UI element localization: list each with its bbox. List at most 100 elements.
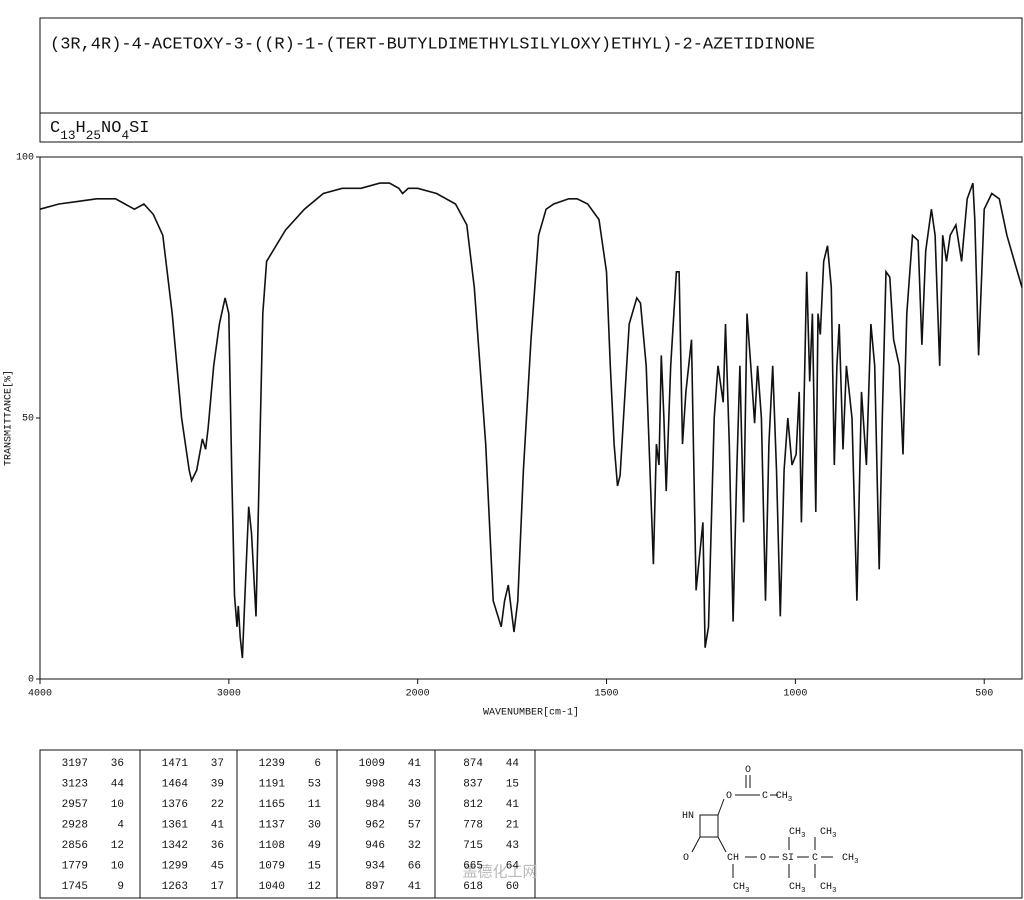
peak-transmittance: 11 [308, 799, 322, 811]
peak-wavenumber: 1108 [259, 840, 285, 852]
peak-transmittance: 57 [408, 819, 421, 831]
peak-wavenumber: 874 [463, 758, 483, 770]
peak-transmittance: 12 [111, 840, 124, 852]
structure-label: C [762, 791, 768, 802]
plot-frame [39, 156, 1023, 680]
structure-label: CH3 [733, 882, 750, 895]
peak-transmittance: 17 [211, 881, 224, 893]
peak-wavenumber: 1361 [162, 819, 189, 831]
table-box [39, 749, 1023, 899]
structure-label: CH3 [789, 882, 806, 895]
peak-wavenumber: 998 [365, 778, 385, 790]
peak-transmittance: 4 [117, 819, 124, 831]
peak-transmittance: 44 [506, 758, 520, 770]
structure-label: CH [727, 853, 739, 864]
peak-transmittance: 15 [506, 778, 519, 790]
peak-wavenumber: 984 [365, 799, 385, 811]
peak-transmittance: 32 [408, 840, 421, 852]
peak-wavenumber: 3197 [62, 758, 88, 770]
table-dividers [139, 750, 536, 898]
structure-label: CH3 [820, 827, 837, 840]
peak-transmittance: 36 [111, 758, 124, 770]
structure-label: O [726, 791, 732, 802]
peak-transmittance: 9 [117, 881, 124, 893]
peak-wavenumber: 934 [365, 860, 385, 872]
peak-transmittance: 49 [308, 840, 321, 852]
y-axis-label: TRANSMITTANCE[%] [3, 370, 15, 466]
x-tick-label: 500 [975, 689, 993, 700]
peak-transmittance: 41 [211, 819, 225, 831]
x-tick-label: 2000 [406, 689, 430, 700]
peak-transmittance: 45 [211, 860, 224, 872]
x-tick-label: 4000 [28, 689, 52, 700]
peak-transmittance: 36 [211, 840, 224, 852]
peak-transmittance: 10 [111, 799, 124, 811]
peak-wavenumber: 1009 [359, 758, 385, 770]
peak-transmittance: 30 [308, 819, 321, 831]
peak-wavenumber: 778 [463, 819, 483, 831]
structure-label: O [760, 853, 766, 864]
structure-label: CH3 [776, 791, 793, 804]
peak-transmittance: 41 [506, 799, 520, 811]
peak-transmittance: 43 [408, 778, 421, 790]
peak-wavenumber: 1299 [162, 860, 188, 872]
peak-transmittance: 10 [111, 860, 124, 872]
peak-transmittance: 6 [314, 758, 321, 770]
peak-wavenumber: 1239 [259, 758, 285, 770]
peak-wavenumber: 715 [463, 840, 483, 852]
y-tick-label: 100 [16, 153, 34, 164]
peak-wavenumber: 837 [463, 778, 483, 790]
structure-label: O [745, 765, 751, 776]
peak-wavenumber: 2957 [62, 799, 88, 811]
header-box [39, 17, 1023, 143]
structure-label: C [812, 853, 818, 864]
peak-transmittance: 44 [111, 778, 125, 790]
peak-wavenumber: 1745 [62, 881, 88, 893]
spectrum-line [39, 182, 1023, 659]
peak-wavenumber: 1779 [62, 860, 88, 872]
peak-wavenumber: 946 [365, 840, 385, 852]
peak-transmittance: 66 [408, 860, 421, 872]
chart-title: (3R,4R)-4-ACETOXY-3-((R)-1-(TERT-BUTYLDI… [50, 35, 815, 54]
peak-transmittance: 60 [506, 881, 519, 893]
structure-label: CH3 [789, 827, 806, 840]
peak-wavenumber: 1471 [162, 758, 189, 770]
formula: C13H25NO4SI [50, 119, 150, 142]
peak-wavenumber: 2856 [62, 840, 88, 852]
y-tick-label: 50 [22, 414, 34, 425]
watermark: 盖德化工网 [462, 863, 537, 881]
peak-transmittance: 43 [506, 840, 519, 852]
peak-transmittance: 15 [308, 860, 321, 872]
peak-wavenumber: 1263 [162, 881, 188, 893]
peak-wavenumber: 1342 [162, 840, 188, 852]
peak-transmittance: 21 [506, 819, 520, 831]
structure-label: O [683, 853, 689, 864]
peak-wavenumber: 962 [365, 819, 385, 831]
peak-transmittance: 41 [408, 881, 422, 893]
peak-wavenumber: 1165 [259, 799, 285, 811]
structure-label: CH3 [842, 853, 859, 866]
peak-wavenumber: 1079 [259, 860, 285, 872]
peak-wavenumber: 1137 [259, 819, 285, 831]
peak-transmittance: 39 [211, 778, 224, 790]
peak-transmittance: 53 [308, 778, 321, 790]
peak-transmittance: 12 [308, 881, 321, 893]
peak-wavenumber: 2928 [62, 819, 88, 831]
peak-wavenumber: 897 [365, 881, 385, 893]
structure-label: SI [782, 853, 794, 864]
peak-transmittance: 41 [408, 758, 422, 770]
peak-wavenumber: 1040 [259, 881, 285, 893]
peak-wavenumber: 1464 [162, 778, 189, 790]
peak-wavenumber: 812 [463, 799, 483, 811]
peak-transmittance: 64 [506, 860, 520, 872]
peak-wavenumber: 3123 [62, 778, 88, 790]
structure-label: HN [682, 811, 694, 822]
x-tick-label: 3000 [217, 689, 241, 700]
peak-transmittance: 37 [211, 758, 224, 770]
peak-wavenumber: 1191 [259, 778, 286, 790]
peak-wavenumber: 618 [463, 881, 483, 893]
structure-label: CH3 [820, 882, 837, 895]
peak-wavenumber: 1376 [162, 799, 188, 811]
y-tick-label: 0 [28, 675, 34, 686]
